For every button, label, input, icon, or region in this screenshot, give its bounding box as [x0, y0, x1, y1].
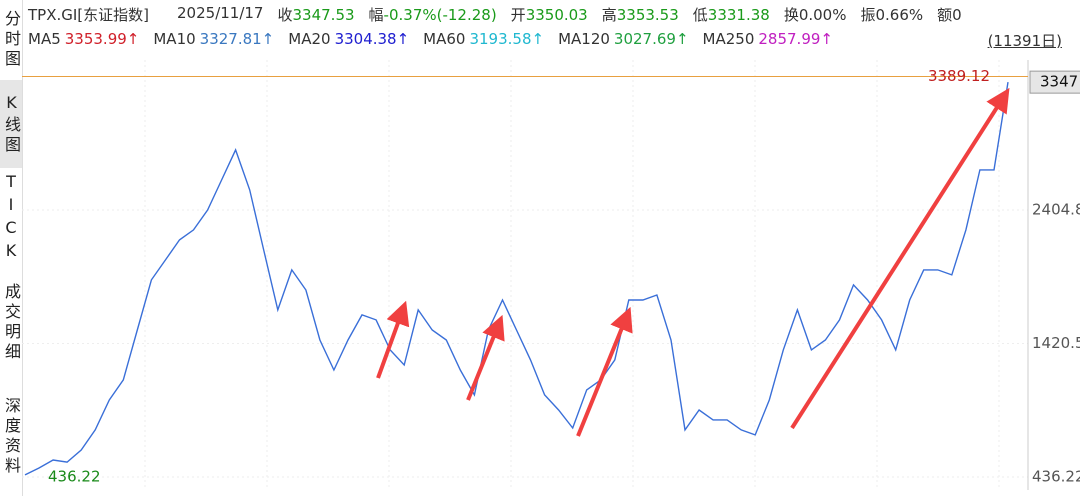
quote-label: 高	[601, 6, 617, 24]
tab[interactable]: 成交明细	[2, 283, 21, 363]
ma-row: MA5 3353.99↑ MA10 3327.81↑ MA20 3304.38↑ MA60 3…	[28, 30, 833, 48]
ma-item: MA10 3327.81↑	[153, 30, 274, 48]
quote-item: 开3350.03	[511, 4, 588, 25]
symbol: TPX.GI[东证指数]	[28, 6, 150, 24]
quote-value: 0.66%	[875, 6, 924, 24]
quote-label: 幅	[368, 6, 384, 24]
quote-value: 3331.38	[707, 6, 770, 24]
ma-item: MA5 3353.99↑	[28, 30, 139, 48]
y-tick-label: 2404.8	[1032, 200, 1080, 218]
quote-label: 振	[860, 6, 876, 24]
y-tick-label: 436.22	[1032, 467, 1080, 485]
quote-value: 3350.03	[525, 6, 588, 24]
ma-item: MA60 3193.58↑	[423, 30, 544, 48]
quote-value: -0.37%(-12.28)	[383, 6, 497, 24]
date: 2025/11/17	[177, 4, 264, 22]
price-line	[24, 81, 1009, 476]
quote-value: 0	[952, 6, 962, 24]
quote-label: 收	[277, 6, 293, 24]
quote-value: 3347.53	[292, 6, 355, 24]
ma-item: MA250 2857.99↑	[703, 30, 833, 48]
arrow	[466, 314, 505, 401]
ma-name: MA250	[702, 30, 755, 48]
quote-item: 幅-0.37%(-12.28)	[369, 4, 497, 25]
ma-item: MA20 3304.38↑	[288, 30, 409, 48]
quote-value: 3353.53	[616, 6, 679, 24]
ma-value: 2857.99↑	[758, 30, 833, 48]
quote-label: 开	[510, 6, 526, 24]
ma-value: 3327.81↑	[199, 30, 275, 48]
quote-item: 额0	[937, 4, 962, 25]
last-label: 3347	[1040, 73, 1078, 91]
tab[interactable]: 深度资料	[2, 397, 21, 477]
tab[interactable]: 分时图	[2, 10, 21, 70]
arrow	[576, 306, 633, 437]
quote-label: 额	[937, 6, 953, 24]
ma-value: 3193.58↑	[469, 30, 545, 48]
quote-item: 收3347.53	[277, 4, 354, 25]
ma-value: 3304.38↑	[334, 30, 410, 48]
ma-name: MA60	[423, 30, 466, 48]
ma-value: 3353.99↑	[64, 30, 140, 48]
ma-name: MA120	[558, 30, 610, 48]
tab[interactable]: K线图	[0, 80, 22, 168]
arrow	[376, 300, 410, 379]
ma-name: MA10	[153, 30, 196, 48]
tab[interactable]: TICK	[1, 172, 21, 264]
sidebar: 分时图 K线图 TICK 成交明细深度资料	[0, 0, 23, 496]
ma-item: MA120 3027.69↑	[558, 30, 688, 48]
quote-row: TPX.GI[东证指数] 2025/11/17 收3347.53 幅-0.37%(-1…	[28, 4, 962, 25]
last-tag	[1029, 70, 1080, 94]
quote-item: 低3331.38	[693, 4, 770, 25]
arrow	[790, 87, 1010, 430]
quote-item: 换0.00%	[784, 4, 847, 25]
quote-value: 0.00%	[798, 6, 847, 24]
ma-value: 3027.69↑	[613, 30, 689, 48]
y-tick-label: 1420.5	[1032, 334, 1080, 352]
ma-name: MA5	[28, 30, 61, 48]
period[interactable]: (11391日)	[987, 32, 1062, 50]
high-label: 3389.12	[928, 67, 990, 85]
quote-item: 振0.66%	[860, 4, 923, 25]
ma-name: MA20	[288, 30, 331, 48]
low-label: 436.22	[48, 468, 101, 486]
quote-label: 换	[783, 6, 799, 24]
quote-item: 高3353.53	[602, 4, 679, 25]
quote-label: 低	[692, 6, 708, 24]
